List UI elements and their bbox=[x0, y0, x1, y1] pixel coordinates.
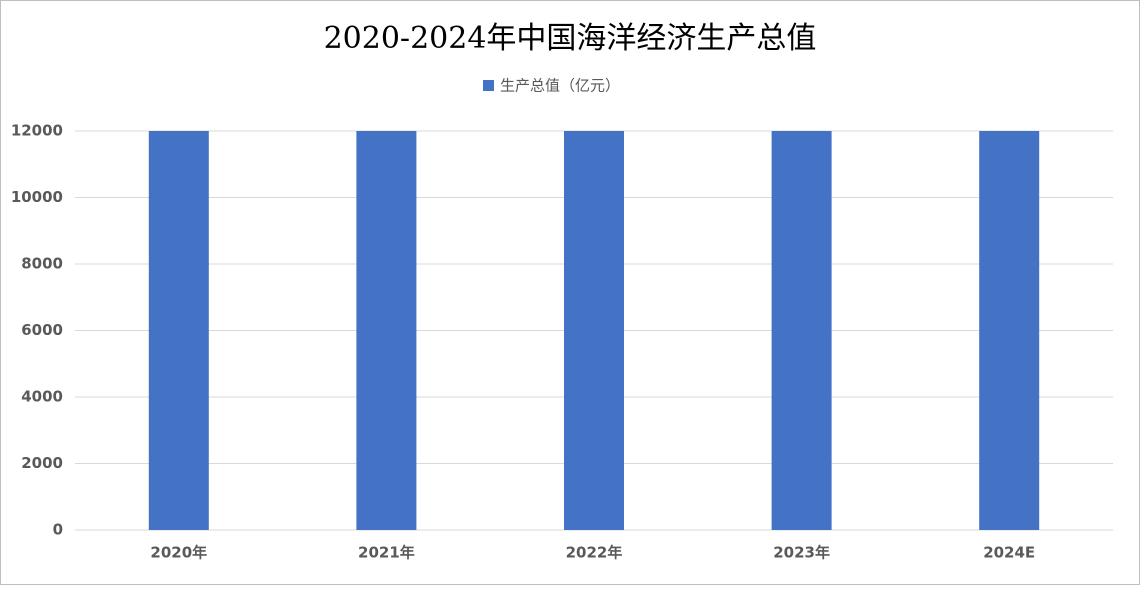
bar bbox=[356, 131, 417, 530]
y-tick-label: 4000 bbox=[21, 388, 63, 406]
bar bbox=[979, 131, 1040, 530]
x-tick-label: 2020年 bbox=[150, 544, 207, 562]
chart-title: 2020-2024年中国海洋经济生产总值 bbox=[324, 21, 817, 56]
y-tick-label: 0 bbox=[53, 521, 63, 539]
bar bbox=[564, 131, 624, 530]
y-tick-label: 10000 bbox=[11, 188, 63, 206]
bar bbox=[148, 131, 209, 530]
legend-swatch bbox=[483, 80, 494, 91]
bar bbox=[771, 131, 832, 530]
y-tick-label: 2000 bbox=[21, 454, 63, 472]
y-tick-label: 6000 bbox=[21, 321, 63, 339]
y-tick-label: 12000 bbox=[11, 122, 63, 140]
x-tick-label: 2022年 bbox=[566, 544, 623, 562]
x-tick-label: 2023年 bbox=[773, 544, 830, 562]
y-tick-label: 8000 bbox=[21, 255, 63, 273]
x-tick-label: 2024E bbox=[983, 544, 1035, 562]
x-tick-label: 2021年 bbox=[358, 544, 415, 562]
legend-label: 生产总值（亿元） bbox=[500, 77, 620, 95]
